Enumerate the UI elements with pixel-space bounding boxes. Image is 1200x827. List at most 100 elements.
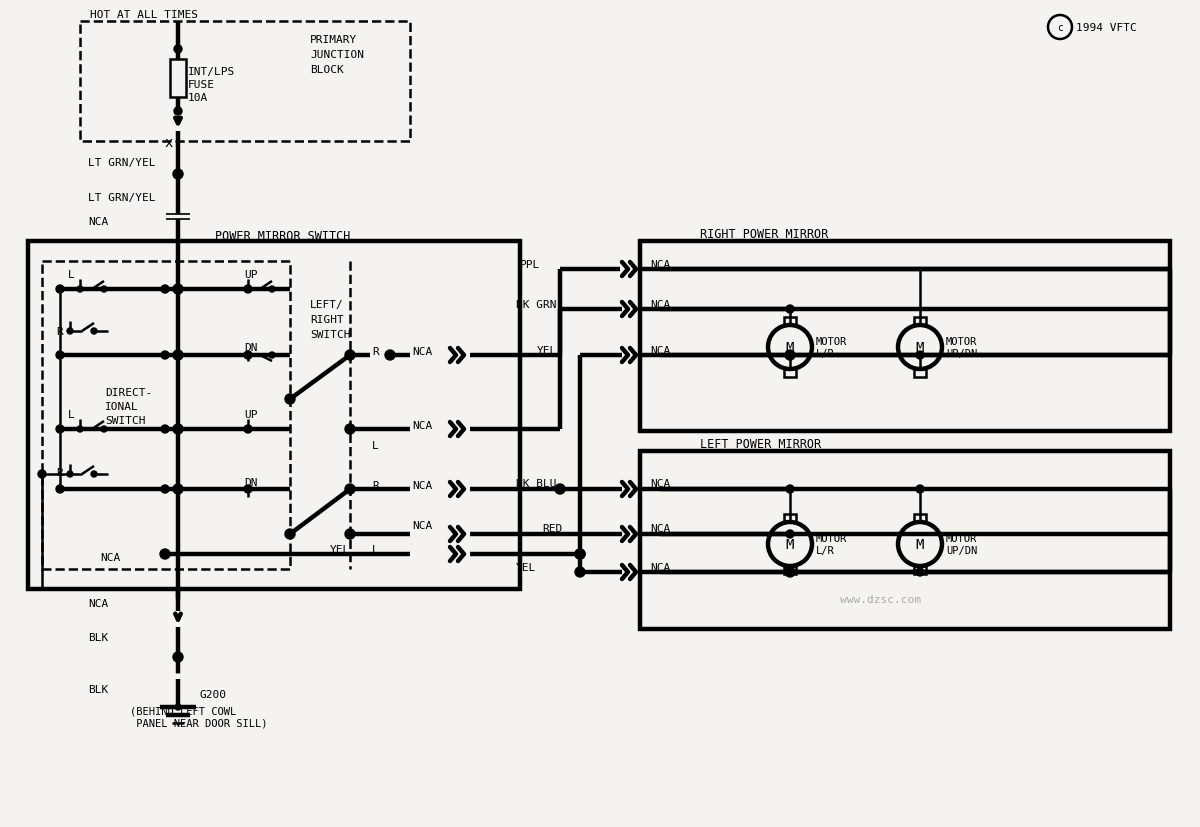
Circle shape: [173, 351, 182, 361]
Text: c: c: [1057, 23, 1063, 33]
Circle shape: [785, 351, 796, 361]
Circle shape: [244, 425, 252, 433]
Text: PPL: PPL: [520, 260, 540, 270]
Circle shape: [38, 471, 46, 479]
Text: R: R: [372, 347, 379, 356]
Text: RIGHT: RIGHT: [310, 314, 343, 325]
Text: L/R: L/R: [816, 545, 835, 555]
Circle shape: [244, 351, 252, 360]
Bar: [784, 370, 796, 378]
Text: NCA: NCA: [88, 217, 108, 227]
Text: YEL: YEL: [538, 346, 557, 356]
Bar: [28, 241, 520, 590]
Text: SWITCH: SWITCH: [310, 330, 350, 340]
Text: HOT AT ALL TIMES: HOT AT ALL TIMES: [90, 10, 198, 20]
Text: MOTOR: MOTOR: [946, 337, 977, 347]
Text: (BEHIND LEFT COWL: (BEHIND LEFT COWL: [130, 706, 236, 716]
Circle shape: [161, 425, 169, 433]
Text: MOTOR: MOTOR: [816, 533, 847, 543]
Circle shape: [786, 306, 794, 313]
Text: NCA: NCA: [412, 347, 432, 356]
Circle shape: [56, 351, 64, 360]
Text: NCA: NCA: [412, 420, 432, 431]
Circle shape: [67, 471, 73, 477]
Circle shape: [56, 485, 64, 494]
Circle shape: [67, 328, 73, 335]
Text: L/R: L/R: [816, 348, 835, 359]
Text: BLK: BLK: [88, 684, 108, 694]
Text: FUSE: FUSE: [188, 80, 215, 90]
Circle shape: [245, 486, 251, 492]
Circle shape: [346, 351, 355, 361]
Circle shape: [173, 653, 182, 662]
Bar: [80, 22, 410, 141]
Text: G200: G200: [200, 689, 227, 699]
Text: LT GRN/YEL: LT GRN/YEL: [88, 158, 156, 168]
Circle shape: [575, 549, 586, 559]
Text: BLK: BLK: [88, 632, 108, 643]
Circle shape: [173, 170, 182, 179]
Text: L: L: [372, 544, 379, 554]
Circle shape: [56, 285, 64, 294]
Text: DIRECT-: DIRECT-: [106, 388, 152, 398]
Text: NCA: NCA: [88, 598, 108, 609]
Circle shape: [385, 351, 395, 361]
Text: NCA: NCA: [650, 523, 671, 533]
Circle shape: [161, 485, 169, 494]
Text: DN: DN: [244, 477, 258, 487]
Text: PRIMARY: PRIMARY: [310, 35, 358, 45]
Circle shape: [916, 568, 924, 576]
Text: NCA: NCA: [650, 562, 671, 572]
Text: L: L: [372, 441, 379, 451]
Circle shape: [346, 424, 355, 434]
Text: YEL: YEL: [516, 562, 536, 572]
Circle shape: [174, 46, 182, 54]
Text: SWITCH: SWITCH: [106, 415, 145, 425]
Bar: [914, 318, 926, 326]
Text: MOTOR: MOTOR: [946, 533, 977, 543]
Circle shape: [77, 287, 83, 293]
Bar: [640, 452, 1170, 629]
Circle shape: [286, 529, 295, 539]
Circle shape: [269, 352, 275, 359]
Circle shape: [916, 351, 924, 360]
Text: DN: DN: [244, 342, 258, 352]
Text: BLOCK: BLOCK: [310, 65, 343, 75]
Text: R: R: [56, 467, 62, 477]
Text: MOTOR: MOTOR: [816, 337, 847, 347]
Circle shape: [91, 328, 97, 335]
Text: M: M: [916, 538, 924, 552]
Text: www.dzsc.com: www.dzsc.com: [840, 595, 922, 605]
Circle shape: [245, 287, 251, 293]
Circle shape: [56, 425, 64, 433]
Text: UP/DN: UP/DN: [946, 545, 977, 555]
Bar: [784, 318, 796, 326]
Circle shape: [346, 485, 355, 495]
Circle shape: [785, 567, 796, 577]
Text: DK BLU: DK BLU: [516, 479, 557, 489]
Text: POWER MIRROR SWITCH: POWER MIRROR SWITCH: [215, 230, 350, 243]
Circle shape: [245, 352, 251, 359]
Circle shape: [554, 485, 565, 495]
Text: YEL: YEL: [330, 544, 350, 554]
Text: x: x: [164, 136, 173, 150]
Circle shape: [786, 485, 794, 494]
Text: NCA: NCA: [650, 479, 671, 489]
Bar: [784, 566, 796, 574]
Circle shape: [244, 285, 252, 294]
Circle shape: [286, 394, 295, 404]
Text: INT/LPS: INT/LPS: [188, 67, 235, 77]
Text: M: M: [916, 341, 924, 355]
Circle shape: [175, 704, 181, 710]
Circle shape: [173, 424, 182, 434]
Circle shape: [786, 530, 794, 538]
Text: RED: RED: [542, 523, 563, 533]
Circle shape: [575, 567, 586, 577]
Circle shape: [173, 284, 182, 294]
Bar: [784, 514, 796, 523]
Text: UP: UP: [244, 409, 258, 419]
Circle shape: [91, 471, 97, 477]
Text: R: R: [372, 480, 379, 490]
Text: PANEL NEAR DOOR SILL): PANEL NEAR DOOR SILL): [130, 718, 268, 728]
Text: L: L: [68, 409, 74, 419]
